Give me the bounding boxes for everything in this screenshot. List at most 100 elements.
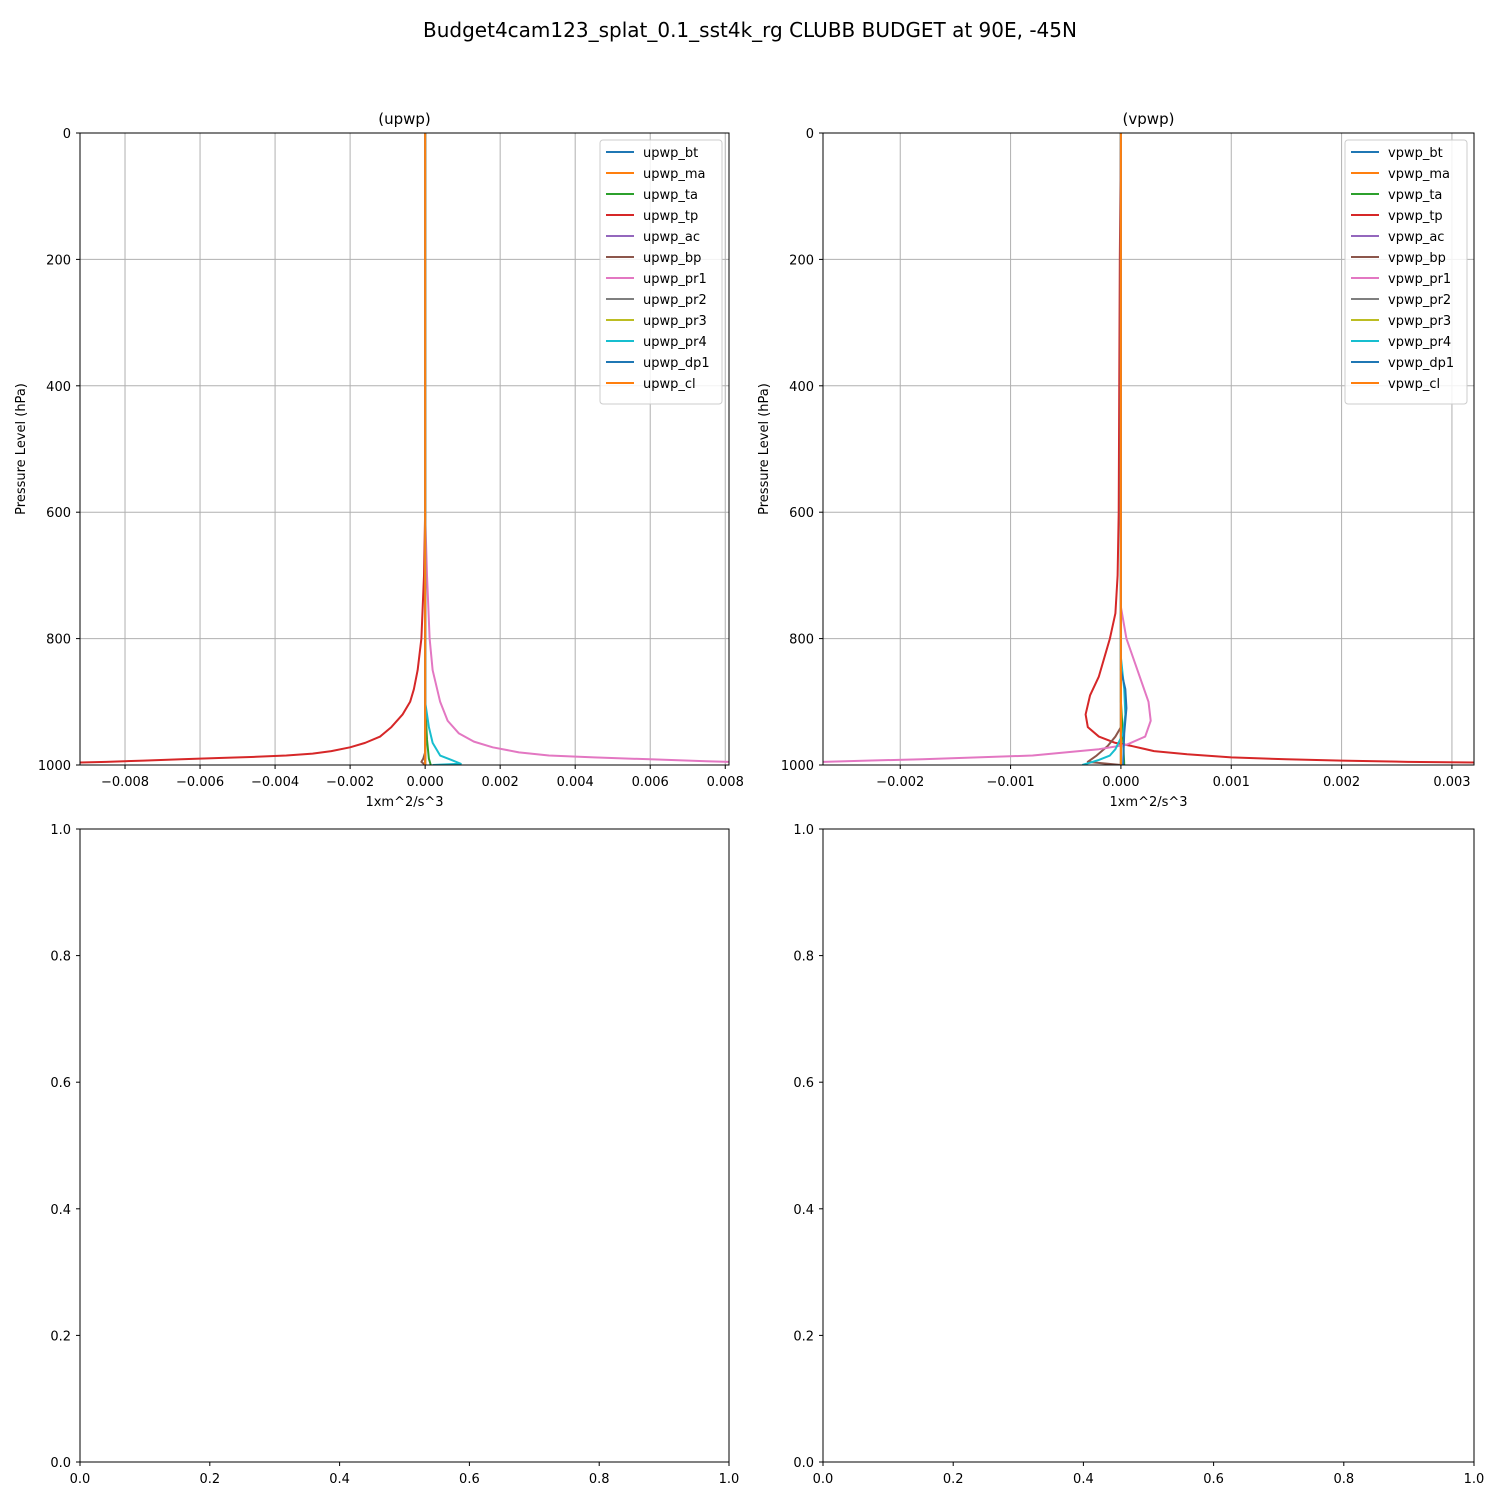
legend-entry: upwp_cl [643, 377, 696, 392]
legend-entry: vpwp_cl [1388, 377, 1440, 392]
y-tick-label: 1.0 [50, 823, 71, 838]
legend-entry: upwp_ta [643, 188, 698, 203]
x-axis-label: 1xm^2/s^3 [365, 795, 443, 810]
y-tick-label: 200 [46, 253, 71, 268]
y-tick-label: 1000 [781, 759, 814, 774]
legend: upwp_bt upwp_ma upwp_ta upwp_tp upwp_ac upwp_… [599, 139, 723, 405]
legend-entry: vpwp_pr3 [1388, 314, 1451, 329]
x-tick-label: 1.0 [1464, 1472, 1485, 1487]
y-axis-label: Pressure Level (hPa) [757, 383, 772, 515]
series-group [823, 133, 1474, 765]
y-axis-label: Pressure Level (hPa) [14, 383, 29, 515]
legend-entry: vpwp_tp [1388, 209, 1443, 224]
legend-entry: vpwp_pr2 [1388, 293, 1451, 308]
x-tick-label: 0.003 [1433, 775, 1470, 790]
y-tick-label: 600 [789, 506, 814, 521]
y-tick-label: 0.6 [50, 1076, 71, 1091]
x-tick-label: 0.2 [943, 1472, 964, 1487]
x-tick-label: 0.004 [557, 775, 594, 790]
legend-entry: upwp_pr2 [643, 293, 707, 308]
legend-entry: upwp_tp [643, 209, 698, 224]
x-tick-label: 0.8 [589, 1472, 610, 1487]
figure-title: Budget4cam123_splat_0.1_sst4k_rg CLUBB B… [423, 18, 1077, 42]
x-tick-label: 0.4 [1073, 1472, 1094, 1487]
x-tick-label: −0.004 [251, 775, 299, 790]
legend-entry: upwp_pr4 [643, 335, 707, 350]
x-tick-label: 0.8 [1333, 1472, 1354, 1487]
legend-box [1344, 139, 1468, 405]
series-line-vpwp_pr1 [823, 133, 1152, 763]
axes-frame [822, 828, 1475, 1463]
x-tick-label: 0.008 [707, 775, 744, 790]
y-tick-label: 1000 [38, 759, 71, 774]
y-tick-label: 0 [806, 127, 814, 142]
y-tick-label: 800 [46, 633, 71, 648]
x-tick-label: 0.6 [1203, 1472, 1224, 1487]
y-tick-label: 400 [789, 380, 814, 395]
x-tick-label: 0.0 [70, 1472, 91, 1487]
series-line-upwp_pr1 [424, 133, 729, 763]
x-tick-label: 0.6 [459, 1472, 480, 1487]
y-tick-label: 0 [63, 127, 71, 142]
x-tick-label: −0.002 [326, 775, 374, 790]
legend-entry: vpwp_ma [1388, 167, 1450, 182]
y-tick-label: 0.4 [793, 1203, 814, 1218]
x-tick-label: 0.0 [813, 1472, 834, 1487]
y-tick-label: 0.6 [793, 1076, 814, 1091]
series-line-vpwp_bp [1086, 133, 1122, 765]
x-tick-label: 1.0 [719, 1472, 740, 1487]
legend-entry: upwp_ma [643, 167, 706, 182]
legend-entry: vpwp_ac [1388, 230, 1444, 245]
legend-entry: upwp_pr1 [643, 272, 707, 287]
legend-entry: upwp_bt [643, 146, 698, 161]
y-tick-label: 200 [789, 253, 814, 268]
x-tick-label: −0.001 [987, 775, 1035, 790]
y-tick-label: 0.0 [50, 1456, 71, 1471]
x-tick-label: 0.000 [1102, 775, 1139, 790]
axes-frame [79, 132, 730, 766]
y-tick-label: 0.8 [793, 950, 814, 965]
y-tick-label: 0.2 [793, 1329, 814, 1344]
chart-panel-4: 0.0 0.2 0.4 0.6 0.8 1.0 0.0 0.2 0.4 0.6 0.8 1.0 [793, 823, 1484, 1487]
y-tick-label: 0.4 [50, 1203, 71, 1218]
series-group [80, 133, 729, 765]
series-line-upwp_pr4 [424, 133, 462, 765]
axes-frame [79, 828, 730, 1463]
x-tick-label: −0.008 [101, 775, 149, 790]
x-tick-label: −0.002 [876, 775, 924, 790]
axes-frame [822, 132, 1475, 766]
x-tick-label: 0.000 [407, 775, 444, 790]
x-tick-label: 0.006 [632, 775, 669, 790]
y-tick-label: 0.0 [793, 1456, 814, 1471]
legend-entry: upwp_pr3 [643, 314, 707, 329]
series-line-vpwp_tp [1084, 133, 1474, 764]
y-tick-label: 400 [46, 380, 71, 395]
series-line-upwp_tp [80, 133, 427, 764]
y-tick-label: 0.8 [50, 950, 71, 965]
legend-entry: upwp_dp1 [643, 356, 710, 371]
x-tick-label: 0.2 [199, 1472, 220, 1487]
legend: vpwp_bt vpwp_ma vpwp_ta vpwp_tp vpwp_ac vpwp_… [1344, 139, 1468, 405]
chart-panel-1: −0.008 −0.006 −0.004 −0.002 0.000 0.002 0.004 0… [14, 110, 744, 810]
y-tick-label: 800 [789, 633, 814, 648]
legend-entry: vpwp_pr4 [1388, 335, 1451, 350]
legend-entry: upwp_bp [643, 251, 701, 266]
legend-entry: vpwp_pr1 [1388, 272, 1451, 287]
x-tick-label: 0.002 [1323, 775, 1360, 790]
x-tick-label: 0.4 [329, 1472, 350, 1487]
x-axis-label: 1xm^2/s^3 [1109, 795, 1187, 810]
chart-panel-3: 0.0 0.2 0.4 0.6 0.8 1.0 0.0 0.2 0.4 0.6 0.8 1.0 [50, 823, 739, 1487]
y-tick-label: 600 [46, 506, 71, 521]
legend-entry: vpwp_bp [1388, 251, 1446, 266]
x-tick-label: −0.006 [176, 775, 224, 790]
panel-title: (vpwp) [1123, 110, 1175, 128]
legend-entry: upwp_ac [643, 230, 700, 245]
legend-box [599, 139, 723, 405]
series-line-vpwp_pr4 [1082, 133, 1127, 765]
legend-entry: vpwp_bt [1388, 146, 1443, 161]
panel-title: (upwp) [378, 110, 431, 128]
x-tick-label: 0.001 [1213, 775, 1250, 790]
y-tick-label: 1.0 [793, 823, 814, 838]
x-tick-label: 0.002 [482, 775, 519, 790]
legend-entry: vpwp_ta [1388, 188, 1442, 203]
